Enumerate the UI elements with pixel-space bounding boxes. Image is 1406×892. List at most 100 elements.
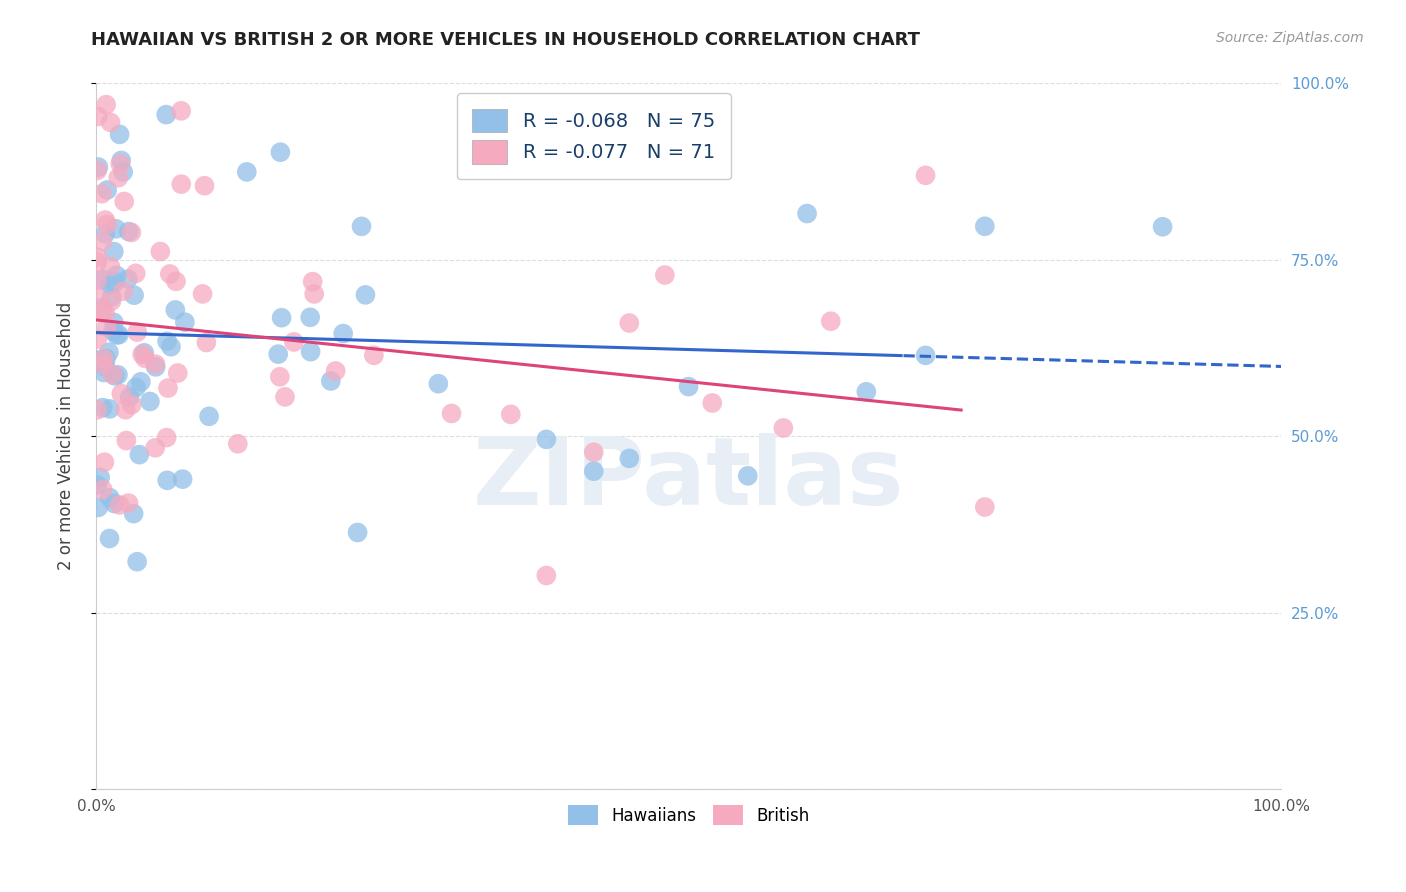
Point <box>112 165 135 179</box>
Point <box>582 464 605 478</box>
Point <box>86 478 108 492</box>
Point <box>117 496 139 510</box>
Point <box>90 186 112 201</box>
Point <box>302 287 325 301</box>
Point <box>236 165 259 179</box>
Point <box>118 225 141 239</box>
Point <box>914 348 936 362</box>
Text: HAWAIIAN VS BRITISH 2 OR MORE VEHICLES IN HOUSEHOLD CORRELATION CHART: HAWAIIAN VS BRITISH 2 OR MORE VEHICLES I… <box>91 31 921 49</box>
Point <box>267 347 290 361</box>
Point <box>86 255 108 269</box>
Point <box>170 177 193 191</box>
Point <box>820 314 842 328</box>
Point <box>93 351 115 366</box>
Point <box>107 170 129 185</box>
Point <box>855 384 877 399</box>
Point <box>134 351 156 366</box>
Point <box>121 398 143 412</box>
Point <box>145 359 167 374</box>
Point <box>325 364 347 378</box>
Point <box>145 357 167 371</box>
Point <box>91 358 114 372</box>
Point <box>91 401 114 415</box>
Point <box>91 483 114 497</box>
Point <box>346 525 368 540</box>
Point <box>110 386 132 401</box>
Point <box>97 345 120 359</box>
Point <box>108 327 131 342</box>
Point <box>93 455 115 469</box>
Legend: Hawaiians, British: Hawaiians, British <box>560 797 818 834</box>
Point <box>350 219 373 234</box>
Point <box>131 347 153 361</box>
Point <box>122 288 145 302</box>
Point <box>582 445 605 459</box>
Point <box>191 286 214 301</box>
Point <box>110 153 132 168</box>
Point <box>86 250 108 264</box>
Point <box>796 206 818 220</box>
Point <box>332 326 354 341</box>
Point <box>91 272 114 286</box>
Point <box>156 381 179 395</box>
Point <box>93 366 115 380</box>
Point <box>103 315 125 329</box>
Point <box>274 390 297 404</box>
Point <box>98 260 121 274</box>
Point <box>86 402 108 417</box>
Point <box>1152 219 1174 234</box>
Point <box>354 288 377 302</box>
Point <box>91 303 114 318</box>
Point <box>98 491 121 505</box>
Point <box>170 103 193 118</box>
Point <box>619 316 641 330</box>
Point <box>156 334 179 349</box>
Point <box>94 227 117 241</box>
Point <box>737 468 759 483</box>
Point <box>143 441 166 455</box>
Point <box>103 244 125 259</box>
Point <box>363 348 385 362</box>
Point <box>195 335 218 350</box>
Point <box>118 390 141 404</box>
Point <box>87 352 110 367</box>
Point <box>160 340 183 354</box>
Point <box>111 284 134 298</box>
Point <box>193 178 215 193</box>
Point <box>108 498 131 512</box>
Point <box>440 407 463 421</box>
Point <box>104 368 127 383</box>
Point <box>101 290 124 304</box>
Point <box>94 351 117 366</box>
Point <box>86 273 108 287</box>
Point <box>159 267 181 281</box>
Point <box>226 436 249 450</box>
Point <box>127 555 149 569</box>
Point <box>98 277 121 292</box>
Point <box>165 274 187 288</box>
Point <box>198 409 221 424</box>
Point <box>96 183 118 197</box>
Point <box>427 376 450 391</box>
Point <box>299 310 322 325</box>
Point <box>122 507 145 521</box>
Point <box>96 218 118 232</box>
Text: Source: ZipAtlas.com: Source: ZipAtlas.com <box>1216 31 1364 45</box>
Point <box>165 302 187 317</box>
Point <box>101 325 124 339</box>
Text: ZIPatlas: ZIPatlas <box>472 433 904 524</box>
Point <box>105 221 128 235</box>
Point <box>536 433 558 447</box>
Point <box>100 115 122 129</box>
Point <box>973 219 995 234</box>
Point <box>94 306 117 320</box>
Point <box>173 315 195 329</box>
Point <box>166 366 188 380</box>
Point <box>114 402 136 417</box>
Point <box>117 272 139 286</box>
Point <box>90 301 112 315</box>
Point <box>155 431 177 445</box>
Point <box>270 310 292 325</box>
Point <box>125 266 148 280</box>
Point <box>172 472 194 486</box>
